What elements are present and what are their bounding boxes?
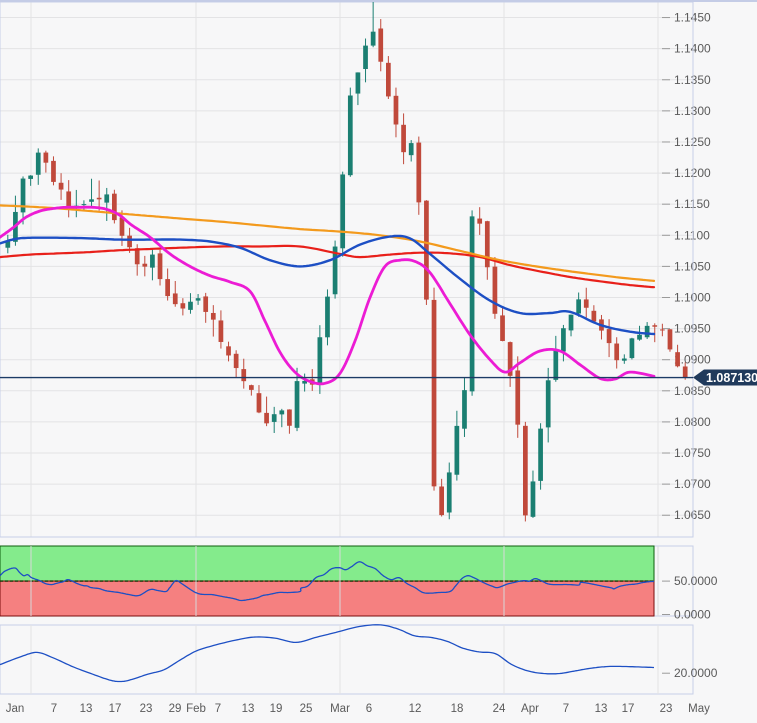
svg-text:17: 17	[622, 703, 635, 715]
svg-text:Feb: Feb	[186, 703, 206, 715]
svg-text:7: 7	[215, 703, 221, 715]
svg-text:25: 25	[300, 703, 313, 715]
svg-text:17: 17	[109, 703, 122, 715]
svg-text:0.0000: 0.0000	[674, 608, 711, 622]
svg-text:18: 18	[451, 703, 464, 715]
svg-text:23: 23	[660, 703, 673, 715]
svg-text:13: 13	[80, 703, 93, 715]
svg-text:Apr: Apr	[521, 703, 539, 715]
svg-text:6: 6	[366, 703, 372, 715]
svg-text:23: 23	[140, 703, 153, 715]
svg-text:Jan: Jan	[6, 703, 25, 715]
svg-text:50.0000: 50.0000	[674, 574, 718, 588]
svg-text:7: 7	[51, 703, 57, 715]
svg-text:Mar: Mar	[330, 703, 350, 715]
svg-text:19: 19	[270, 703, 283, 715]
svg-text:13: 13	[595, 703, 608, 715]
svg-text:1.1100: 1.1100	[674, 228, 710, 242]
svg-text:May: May	[688, 703, 710, 715]
svg-text:20.0000: 20.0000	[674, 666, 718, 680]
svg-text:7: 7	[563, 703, 569, 715]
svg-text:1.1150: 1.1150	[674, 197, 710, 211]
svg-text:13: 13	[242, 703, 255, 715]
svg-text:1.087130: 1.087130	[706, 371, 757, 385]
svg-text:12: 12	[409, 703, 422, 715]
svg-text:29: 29	[169, 703, 182, 715]
svg-text:24: 24	[493, 703, 506, 715]
